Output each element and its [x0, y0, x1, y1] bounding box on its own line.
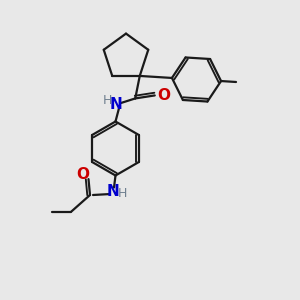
Text: O: O	[157, 88, 170, 103]
Text: H: H	[103, 94, 112, 107]
Text: N: N	[110, 97, 122, 112]
Text: N: N	[106, 184, 119, 200]
Text: H: H	[117, 187, 127, 200]
Text: O: O	[76, 167, 90, 182]
